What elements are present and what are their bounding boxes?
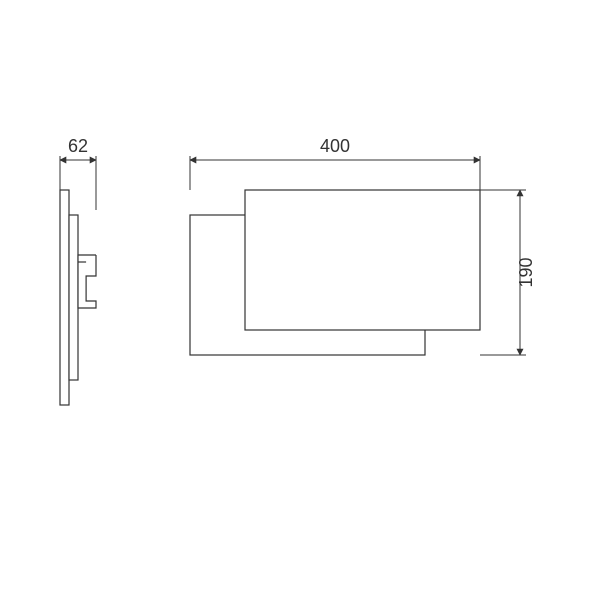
side-plate	[60, 190, 69, 405]
front-panel-front	[245, 190, 480, 330]
side-bracket	[78, 255, 96, 308]
side-plate	[69, 215, 78, 380]
dimension-width-label: 400	[320, 136, 350, 156]
dimension-depth-label: 62	[68, 136, 88, 156]
dimension-height-label: 190	[516, 257, 536, 287]
